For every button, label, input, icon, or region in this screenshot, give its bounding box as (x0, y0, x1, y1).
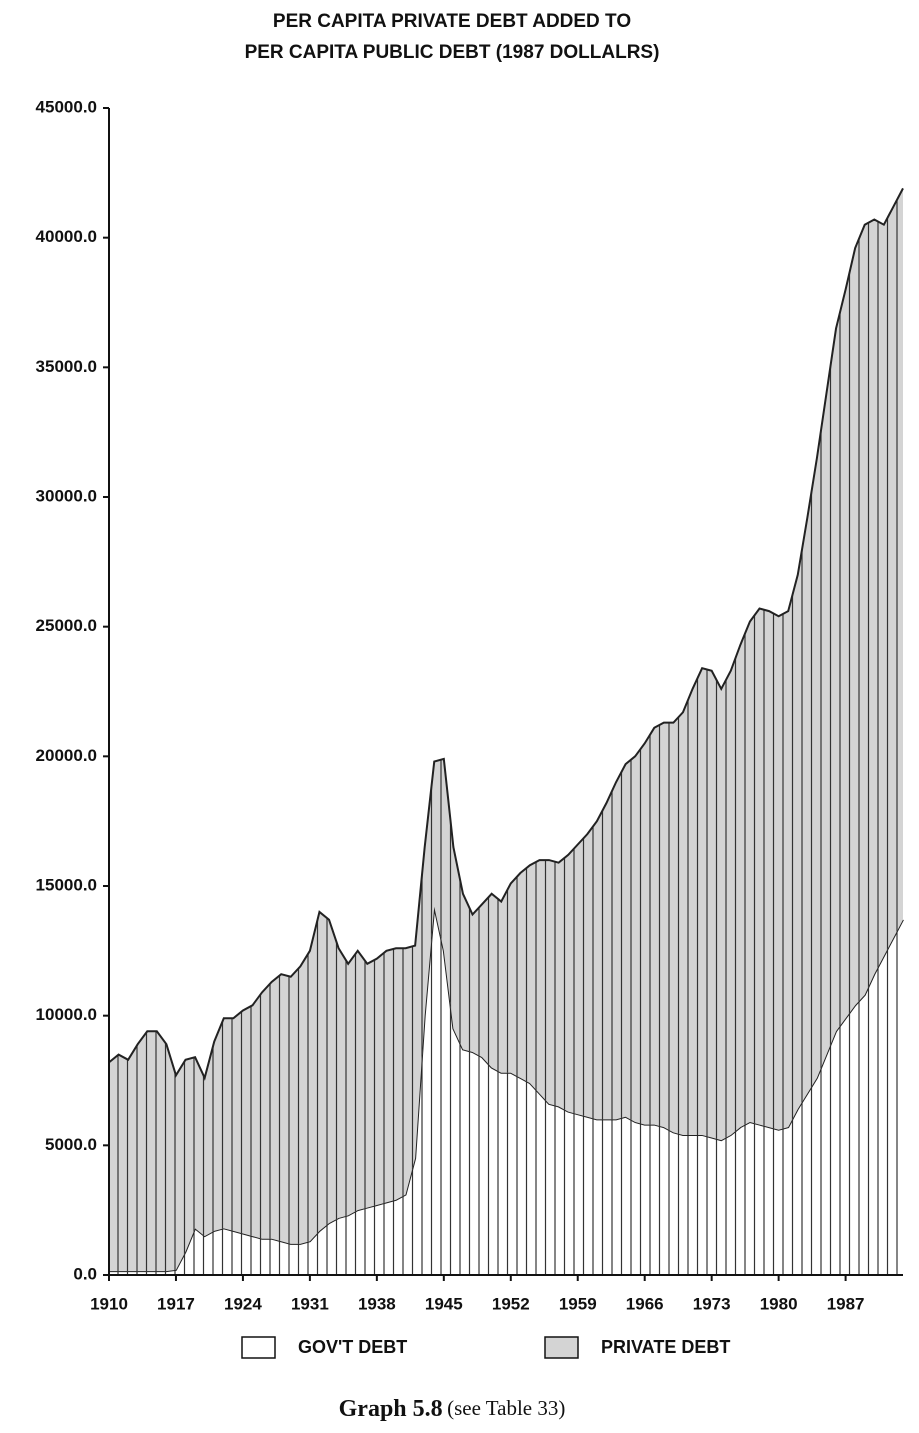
x-tick-label: 1938 (358, 1294, 396, 1313)
legend-label: GOV'T DEBT (298, 1337, 407, 1357)
x-tick-label: 1931 (291, 1294, 329, 1313)
caption: Graph 5.8 (see Table 33) (339, 1396, 566, 1422)
y-tick-label: 35000.0 (36, 357, 97, 376)
y-tick-label: 25000.0 (36, 616, 97, 635)
y-tick-label: 45000.0 (36, 97, 97, 116)
y-tick-label: 5000.0 (45, 1135, 97, 1154)
caption-note: (see Table 33) (447, 1396, 565, 1420)
x-tick-label: 1917 (157, 1294, 195, 1313)
x-tick-label: 1987 (827, 1294, 865, 1313)
x-tick-label: 1980 (760, 1294, 798, 1313)
x-tick-label: 1910 (90, 1294, 128, 1313)
legend-swatch (241, 1336, 276, 1359)
area-hatch (109, 188, 903, 1272)
area-edge (108, 187, 904, 1081)
x-tick-label: 1924 (224, 1294, 262, 1313)
chart-title: PER CAPITA PUBLIC DEBT (1987 DOLLALRS) (245, 42, 660, 63)
x-tick-label: 1966 (626, 1294, 664, 1313)
x-tick-label: 1973 (693, 1294, 731, 1313)
y-tick-label: 10000.0 (36, 1005, 97, 1024)
y-tick-label: 20000.0 (36, 746, 97, 765)
chart-title: PER CAPITA PRIVATE DEBT ADDED TO (273, 11, 631, 32)
caption-label: Graph 5.8 (339, 1396, 443, 1422)
x-tick-label: 1952 (492, 1294, 530, 1313)
legend-swatch (544, 1336, 579, 1359)
x-tick-label: 1959 (559, 1294, 597, 1313)
legend-label: PRIVATE DEBT (601, 1337, 730, 1357)
y-tick-label: 15000.0 (36, 875, 97, 894)
y-tick-label: 40000.0 (36, 227, 97, 246)
y-tick-label: 0.0 (73, 1264, 97, 1283)
x-tick-label: 1945 (425, 1294, 463, 1313)
y-tick-label: 30000.0 (36, 486, 97, 505)
area-hatch (109, 906, 903, 1275)
